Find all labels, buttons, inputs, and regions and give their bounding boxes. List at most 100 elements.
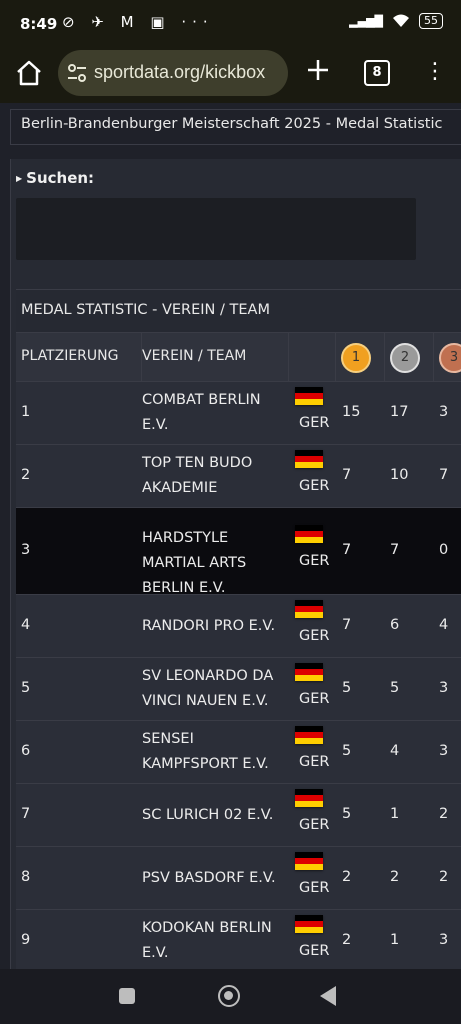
home-icon[interactable] bbox=[14, 58, 44, 88]
status-bar: 8:49 ⊘ ✈ M ▣ ··· ▂▄▆█ 55 bbox=[0, 0, 461, 48]
expand-arrow-icon: ▶ bbox=[16, 174, 23, 183]
rank-cell: 5 bbox=[21, 680, 31, 696]
url-text[interactable]: sportdata.org/kickbox bbox=[94, 62, 266, 82]
club-cell[interactable]: SENSEI KAMPFSPORT E.V. bbox=[142, 731, 269, 772]
club-cell[interactable]: COMBAT BERLIN E.V. bbox=[142, 392, 261, 433]
table-row: 8 PSV BASDORF E.V. GER 2 2 2 bbox=[16, 847, 461, 910]
signal-icon: ▂▄▆█ bbox=[349, 14, 383, 28]
bronze-count: 4 bbox=[439, 617, 449, 633]
bronze-count: 3 bbox=[439, 932, 449, 948]
rank-cell: 2 bbox=[21, 467, 31, 483]
club-cell[interactable]: SC LURICH 02 E.V. bbox=[142, 806, 274, 823]
system-nav-bar bbox=[0, 969, 461, 1024]
club-cell[interactable]: KODOKAN BERLIN E.V. bbox=[142, 920, 272, 961]
header-club[interactable]: VEREIN / TEAM bbox=[137, 333, 289, 381]
club-cell[interactable]: RANDORI PRO E.V. bbox=[142, 617, 276, 634]
recents-icon[interactable] bbox=[119, 988, 135, 1004]
club-cell[interactable]: TOP TEN BUDO AKADEMIE bbox=[142, 455, 253, 496]
nation-cell: GER bbox=[299, 415, 330, 431]
gold-medal-icon: 1 bbox=[341, 343, 371, 373]
notification-icons: ⊘ ✈ M ▣ ··· bbox=[62, 13, 214, 31]
rank-cell: 7 bbox=[21, 806, 31, 822]
silver-count: 5 bbox=[390, 680, 400, 696]
bronze-medal-icon: 3 bbox=[439, 343, 461, 373]
rank-cell: 6 bbox=[21, 743, 31, 759]
nation-cell: GER bbox=[299, 628, 330, 644]
site-settings-icon[interactable] bbox=[66, 62, 88, 84]
nation-cell: GER bbox=[299, 880, 330, 896]
gold-count: 5 bbox=[342, 806, 352, 822]
gold-count: 2 bbox=[342, 869, 352, 885]
table-row: 7 SC LURICH 02 E.V. GER 5 1 2 bbox=[16, 784, 461, 847]
search-label: ▶ Suchen: bbox=[16, 169, 95, 187]
table-row: 4 RANDORI PRO E.V. GER 7 6 4 bbox=[16, 595, 461, 658]
silver-count: 6 bbox=[390, 617, 400, 633]
header-rank[interactable]: PLATZIERUNG bbox=[16, 333, 142, 381]
club-cell[interactable]: PSV BASDORF E.V. bbox=[142, 869, 276, 886]
germany-flag-icon bbox=[295, 852, 323, 870]
nation-cell: GER bbox=[299, 691, 330, 707]
bronze-count: 3 bbox=[439, 404, 449, 420]
wifi-icon bbox=[393, 14, 409, 27]
header-silver[interactable]: 2 bbox=[385, 333, 434, 381]
rank-cell: 4 bbox=[21, 617, 31, 633]
germany-flag-icon bbox=[295, 663, 323, 681]
nation-cell: GER bbox=[299, 943, 330, 959]
club-cell[interactable]: HARDSTYLE MARTIAL ARTS BERLIN E.V. bbox=[142, 530, 247, 596]
silver-count: 17 bbox=[390, 404, 409, 420]
gold-count: 7 bbox=[342, 542, 352, 558]
germany-flag-icon bbox=[295, 915, 323, 933]
web-page: Berlin-Brandenburger Meisterschaft 2025 … bbox=[0, 103, 461, 969]
germany-flag-icon bbox=[295, 450, 323, 468]
table-header-row: PLATZIERUNG VEREIN / TEAM 1 2 3 bbox=[16, 333, 461, 382]
menu-icon[interactable]: ⋮ bbox=[424, 59, 446, 84]
germany-flag-icon bbox=[295, 600, 323, 618]
rank-cell: 1 bbox=[21, 404, 31, 420]
germany-flag-icon bbox=[295, 726, 323, 744]
address-bar[interactable]: sportdata.org/kickbox bbox=[58, 50, 288, 96]
gold-count: 2 bbox=[342, 932, 352, 948]
back-icon[interactable] bbox=[320, 986, 336, 1006]
bronze-count: 2 bbox=[439, 806, 449, 822]
rank-cell: 9 bbox=[21, 932, 31, 948]
silver-count: 1 bbox=[390, 806, 400, 822]
table-row: 2 TOP TEN BUDO AKADEMIE GER 7 10 7 bbox=[16, 445, 461, 508]
home-nav-icon[interactable] bbox=[218, 985, 240, 1007]
status-right: ▂▄▆█ 55 bbox=[349, 13, 443, 29]
nation-cell: GER bbox=[299, 754, 330, 770]
new-tab-icon[interactable] bbox=[304, 56, 332, 84]
silver-count: 2 bbox=[390, 869, 400, 885]
table-row: 9 KODOKAN BERLIN E.V. GER 2 1 3 bbox=[16, 910, 461, 969]
gold-count: 15 bbox=[342, 404, 361, 420]
silver-count: 7 bbox=[390, 542, 400, 558]
club-cell[interactable]: SV LEONARDO DA VINCI NAUEN E.V. bbox=[142, 668, 274, 709]
table-row: 1 COMBAT BERLIN E.V. GER 15 17 3 bbox=[16, 382, 461, 445]
bronze-count: 0 bbox=[439, 542, 449, 558]
table-body: 1 COMBAT BERLIN E.V. GER 15 17 3 2 TOP TEN BUDO… bbox=[16, 382, 461, 969]
gold-count: 5 bbox=[342, 680, 352, 696]
browser-toolbar: sportdata.org/kickbox 8 ⋮ bbox=[0, 48, 461, 103]
gold-count: 7 bbox=[342, 617, 352, 633]
silver-count: 10 bbox=[390, 467, 409, 483]
battery-icon: 55 bbox=[419, 13, 443, 29]
medal-table: MEDAL STATISTIC - VEREIN / TEAM PLATZIER… bbox=[16, 289, 461, 969]
table-title: MEDAL STATISTIC - VEREIN / TEAM bbox=[16, 289, 461, 333]
table-row: 5 SV LEONARDO DA VINCI NAUEN E.V. GER 5 5 3 bbox=[16, 658, 461, 721]
silver-count: 1 bbox=[390, 932, 400, 948]
rank-cell: 8 bbox=[21, 869, 31, 885]
bronze-count: 2 bbox=[439, 869, 449, 885]
silver-medal-icon: 2 bbox=[390, 343, 420, 373]
header-bronze[interactable]: 3 bbox=[434, 333, 461, 381]
header-nation[interactable] bbox=[289, 333, 336, 381]
silver-count: 4 bbox=[390, 743, 400, 759]
table-row: 3 HARDSTYLE MARTIAL ARTS BERLIN E.V. GER 7 7… bbox=[16, 508, 461, 596]
germany-flag-icon bbox=[295, 789, 323, 807]
table-row: 6 SENSEI KAMPFSPORT E.V. GER 5 4 3 bbox=[16, 721, 461, 784]
header-gold[interactable]: 1 bbox=[336, 333, 385, 381]
bronze-count: 7 bbox=[439, 467, 449, 483]
bronze-count: 3 bbox=[439, 743, 449, 759]
search-input[interactable] bbox=[16, 198, 416, 260]
nation-cell: GER bbox=[299, 817, 330, 833]
nation-cell: GER bbox=[299, 478, 330, 494]
tab-switcher-button[interactable]: 8 bbox=[364, 60, 390, 86]
